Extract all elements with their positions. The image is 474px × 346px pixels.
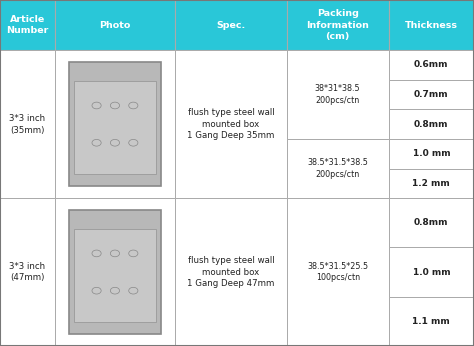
Bar	[73, 81, 156, 174]
Bar	[0, 198, 55, 346]
Text: 0.8mm: 0.8mm	[414, 218, 448, 227]
Text: Spec.: Spec.	[217, 20, 246, 30]
Bar	[55, 0, 175, 50]
Bar	[389, 169, 474, 198]
Text: 3*3 inch
(35mm): 3*3 inch (35mm)	[9, 114, 46, 135]
Bar	[287, 0, 389, 50]
Text: 1.0 mm: 1.0 mm	[412, 149, 450, 158]
Text: Article
Number: Article Number	[6, 15, 48, 36]
Bar	[0, 0, 55, 50]
Bar	[55, 50, 175, 198]
Bar	[69, 210, 161, 334]
Bar	[175, 50, 287, 198]
Bar	[389, 80, 474, 109]
Text: 0.8mm: 0.8mm	[414, 120, 448, 129]
Text: 38*31*38.5
200pcs/ctn: 38*31*38.5 200pcs/ctn	[315, 84, 361, 105]
Text: 0.6mm: 0.6mm	[414, 61, 448, 70]
Bar	[287, 198, 389, 346]
Text: 1.1 mm: 1.1 mm	[412, 317, 450, 326]
Bar	[175, 198, 287, 346]
Bar	[389, 50, 474, 80]
Bar	[55, 198, 175, 346]
Bar	[175, 0, 287, 50]
Text: flush type steel wall
mounted box
1 Gang Deep 35mm: flush type steel wall mounted box 1 Gang…	[187, 108, 275, 140]
Text: 1.0 mm: 1.0 mm	[412, 267, 450, 276]
Bar	[389, 247, 474, 297]
Text: Packing
Information
(cm): Packing Information (cm)	[306, 9, 369, 42]
Text: 1.2 mm: 1.2 mm	[412, 179, 450, 188]
Bar	[287, 139, 389, 198]
Text: 0.7mm: 0.7mm	[414, 90, 449, 99]
Bar	[389, 139, 474, 169]
Bar	[389, 297, 474, 346]
Text: Thickness: Thickness	[405, 20, 458, 30]
Bar	[389, 109, 474, 139]
Bar	[73, 229, 156, 322]
Text: 38.5*31.5*38.5
200pcs/ctn: 38.5*31.5*38.5 200pcs/ctn	[307, 158, 368, 179]
Text: flush type steel wall
mounted box
1 Gang Deep 47mm: flush type steel wall mounted box 1 Gang…	[187, 256, 275, 288]
Text: 38.5*31.5*25.5
100pcs/ctn: 38.5*31.5*25.5 100pcs/ctn	[307, 262, 368, 282]
Bar	[389, 198, 474, 247]
Text: Photo: Photo	[99, 20, 131, 30]
Text: 3*3 inch
(47mm): 3*3 inch (47mm)	[9, 262, 46, 282]
Bar	[69, 62, 161, 186]
Bar	[287, 50, 389, 139]
Bar	[389, 0, 474, 50]
Bar	[0, 50, 55, 198]
